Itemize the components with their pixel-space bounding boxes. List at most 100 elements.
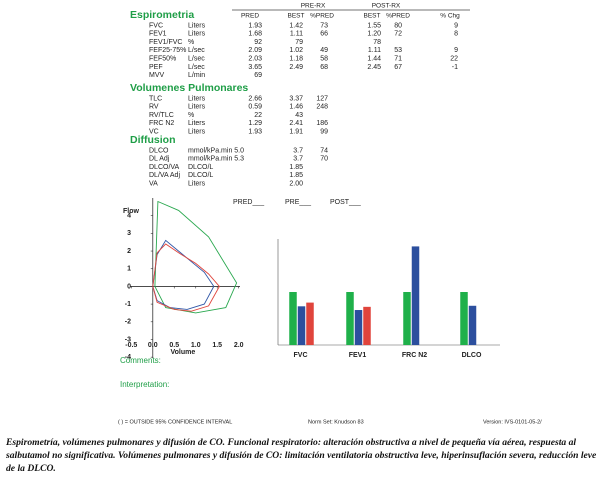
cell-value: 2.45 [367, 64, 381, 71]
x-tick-label: 0.0 [148, 342, 158, 349]
cell-value: 72 [394, 31, 402, 38]
norm-set: Norm Set: Knudson 83 [308, 419, 364, 425]
cell-value: 127 [316, 95, 328, 102]
comments-label: Comments: [120, 356, 161, 365]
x-tick-label: 2.0 [234, 342, 244, 349]
column-header: BEST [288, 13, 305, 20]
x-tick-label: 0.5 [169, 342, 179, 349]
category-label: FEV1 [349, 352, 367, 359]
y-tick-label: -1 [125, 301, 131, 308]
y-tick-label: -2 [125, 319, 131, 326]
cell-value: 1.11 [290, 31, 303, 38]
cell-value: 79 [295, 39, 303, 46]
unit: mmol/kPa.min [188, 147, 232, 154]
post-rx-header: POST-RX [372, 3, 401, 10]
cell-value: 1.93 [248, 129, 262, 136]
y-tick-label: 3 [127, 230, 131, 237]
cell-value: 186 [316, 120, 328, 127]
cell-value: 9 [454, 22, 458, 29]
cell-value: 2.09 [248, 47, 262, 54]
row-label: MVV [149, 72, 165, 79]
y-tick-label: 2 [127, 248, 131, 255]
cell-value: 0.59 [248, 104, 262, 111]
row-label: DLCO [149, 147, 169, 154]
column-header: PRED [241, 13, 259, 20]
row-label: FEV1 [149, 31, 167, 38]
cell-value: 1.42 [289, 22, 303, 29]
row-label: FRC N2 [149, 120, 174, 127]
unit: Liters [188, 129, 206, 136]
category-label: DLCO [462, 352, 482, 359]
cell-value: 43 [295, 112, 303, 119]
unit: L/min [188, 72, 205, 79]
figure-caption: Espirometría, volúmenes pulmonares y dif… [6, 437, 597, 474]
category-label: FRC N2 [402, 352, 427, 359]
legend-entry: PRED___ [233, 199, 264, 206]
cell-value: 1.02 [289, 47, 303, 54]
section-title: Diffusion [130, 134, 176, 146]
cell-value: 9 [454, 47, 458, 54]
bar [346, 292, 354, 345]
cell-value: 1.20 [367, 31, 381, 38]
y-axis-label: Flow [123, 208, 139, 215]
cell-value: 69 [254, 72, 262, 79]
section-title: Volumenes Pulmonares [130, 82, 248, 94]
cell-value: 1.85 [289, 164, 303, 171]
legend-entry: PRE___ [285, 199, 311, 206]
cell-value: 68 [320, 64, 328, 71]
x-tick-label: 1.5 [212, 342, 222, 349]
cell-value: 66 [320, 31, 328, 38]
cell-value: 1.44 [367, 56, 381, 63]
bar [468, 305, 477, 345]
row-label: RV [149, 104, 159, 111]
row-label: DL Adj [149, 156, 170, 163]
cell-value: 8 [454, 31, 458, 38]
flow-volume-curve [152, 243, 220, 312]
unit: Liters [188, 181, 206, 188]
column-header: BEST [364, 13, 381, 20]
unit: DLCO/L [188, 164, 213, 171]
bar [289, 292, 297, 345]
row-label: FEF50% [149, 56, 176, 63]
cell-value: 1.93 [248, 22, 262, 29]
bar [306, 302, 314, 345]
y-tick-label: 0 [127, 283, 131, 290]
cell-value: 67 [394, 64, 402, 71]
cell-value: 2.49 [289, 64, 303, 71]
unit: % [188, 39, 194, 46]
interpretation-label: Interpretation: [120, 380, 169, 389]
cell-value: 5.3 [234, 156, 244, 163]
unit: Liters [188, 120, 206, 127]
y-tick-label: -3 [125, 336, 131, 343]
confidence-note: ( ) = OUTSIDE 95% CONFIDENCE INTERVAL [118, 419, 232, 425]
pre-rx-header: PRE-RX [301, 3, 326, 10]
cell-value: 5.0 [234, 147, 244, 154]
cell-value: -1 [452, 64, 458, 71]
row-label: RV/TLC [149, 112, 174, 119]
cell-value: 3.7 [293, 147, 303, 154]
row-label: DL/VA Adj [149, 172, 180, 179]
unit: L/sec [188, 56, 205, 63]
column-header: % Chg [440, 13, 460, 20]
unit: Liters [188, 95, 206, 102]
cell-value: 1.29 [248, 120, 262, 127]
cell-value: 1.55 [367, 22, 381, 29]
cell-value: 3.65 [248, 64, 262, 71]
cell-value: 73 [320, 22, 328, 29]
row-label: PEF [149, 64, 163, 71]
x-axis-label: Volume [170, 349, 195, 356]
cell-value: 49 [320, 47, 328, 54]
row-label: DLCO/VA [149, 164, 180, 171]
row-label: FEV1/FVC [149, 39, 182, 46]
cell-value: 2.03 [248, 56, 262, 63]
cell-value: 1.91 [289, 129, 303, 136]
x-tick-label: -0.5 [125, 342, 137, 349]
cell-value: 70 [320, 156, 328, 163]
bar [460, 292, 468, 345]
cell-value: 2.41 [289, 120, 303, 127]
y-tick-label: 4 [127, 213, 131, 220]
version: Version: IVS-0101-05-2/ [483, 419, 542, 425]
unit: mmol/kPa.min [188, 156, 232, 163]
cell-value: 1.85 [289, 172, 303, 179]
row-label: VA [149, 181, 158, 188]
